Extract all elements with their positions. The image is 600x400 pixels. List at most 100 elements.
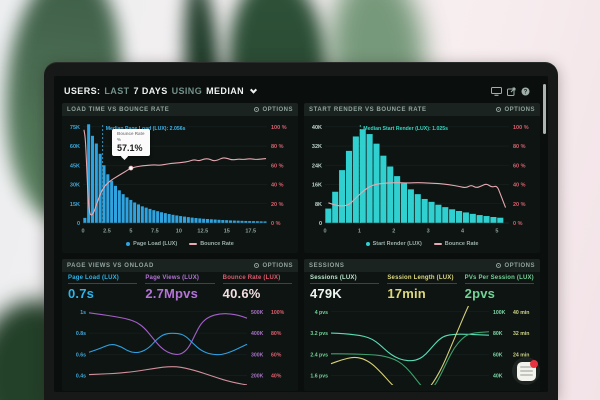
load-time-histogram: 75K 100 %60K 80 %45K 60 %30K 40 %15K 20 %0 0 %… — [70, 124, 287, 235]
svg-text:2.5: 2.5 — [103, 229, 111, 235]
messenger-widget[interactable] — [512, 357, 540, 385]
chart-load-time[interactable]: 75K 100 % 60K 80 % 45K 60 % 30K 40 % 15K 20 % 0 0 %… — [62, 116, 298, 239]
panel-header: START RENDER VS BOUNCE RATE OPTIONS — [304, 103, 540, 116]
panel-header: SESSIONS OPTIONS — [304, 259, 540, 272]
legend-item[interactable]: Start Render (LUX) — [365, 241, 422, 247]
svg-text:60K: 60K — [70, 144, 80, 150]
metric-label: Page Load (LUX) — [68, 275, 120, 281]
svg-text:3.2 pvs: 3.2 pvs — [310, 331, 328, 337]
metric-underline — [464, 283, 534, 284]
panel-page-views-vs-onload: PAGE VIEWS VS ONLOAD OPTIONS Page Load (… — [62, 259, 298, 391]
svg-text:20 %: 20 % — [513, 202, 526, 208]
metric-value: 17min — [387, 286, 426, 301]
svg-text:16K: 16K — [312, 183, 322, 189]
options-label: OPTIONS — [504, 106, 535, 113]
metric-label: Session Length (LUX) — [387, 275, 454, 281]
dashboard-title[interactable]: USERS: LAST 7 DAYS USING MEDIAN — [64, 86, 258, 96]
tooltip-title: Bounce Rate — [117, 131, 145, 136]
options-label: OPTIONS — [504, 262, 535, 269]
notification-badge — [529, 359, 538, 368]
legend-item[interactable]: Page Load (LUX) — [126, 241, 177, 247]
chevron-down-icon[interactable] — [249, 86, 258, 94]
svg-text:200K: 200K — [251, 374, 264, 380]
metric-sessions[interactable]: Sessions (LUX) 479K — [310, 275, 380, 301]
svg-text:60%: 60% — [271, 352, 282, 358]
svg-text:0: 0 — [81, 229, 84, 235]
panel-title: LOAD TIME VS BOUNCE RATE — [67, 106, 170, 113]
svg-text:24K: 24K — [312, 163, 322, 169]
metric-page-load[interactable]: Page Load (LUX) 0.7s — [68, 275, 138, 301]
svg-text:24 min: 24 min — [513, 352, 529, 358]
svg-text:20 %: 20 % — [271, 202, 284, 208]
sessions-line-chart: 4 pvs 100K 40 min 3.2 pvs 80K 32 min 2.4 pvs 60… — [310, 306, 529, 385]
svg-text:80 %: 80 % — [513, 144, 526, 150]
svg-text:4: 4 — [461, 229, 465, 235]
svg-text:3: 3 — [427, 229, 430, 235]
metric-page-views[interactable]: Page Views (LUX) 2.7Mpvs — [145, 275, 215, 301]
svg-text:0: 0 — [319, 221, 322, 227]
legend-item[interactable]: Bounce Rate — [189, 241, 234, 247]
bounce-rate-tooltip: Bounce Rate % 57.1% — [112, 129, 150, 157]
chart-page-views-onload[interactable]: 1s 500K 100% 0.8s 400K 80% 0.6s 300K 60% 0.4s 200K… — [62, 302, 298, 391]
svg-text:40 min: 40 min — [513, 310, 529, 316]
metric-value: 2.7Mpvs — [145, 286, 199, 301]
svg-text:5: 5 — [129, 229, 132, 235]
svg-text:40K: 40K — [493, 374, 503, 380]
laptop-bezel: USERS: LAST 7 DAYS USING MEDIAN ? — [44, 62, 558, 400]
svg-text:4 pvs: 4 pvs — [315, 310, 328, 316]
metric-bounce-rate[interactable]: Bounce Rate (LUX) 40.6% — [222, 275, 292, 301]
metric-session-length[interactable]: Session Length (LUX) 17min — [387, 275, 457, 301]
panel-header: PAGE VIEWS VS ONLOAD OPTIONS — [62, 259, 298, 272]
svg-text:100 %: 100 % — [271, 125, 287, 131]
svg-text:Median Start Render (LUX): 1.0: Median Start Render (LUX): 1.025s — [363, 126, 448, 132]
options-button[interactable]: OPTIONS — [496, 263, 535, 269]
svg-text:100K: 100K — [493, 310, 506, 316]
chart-sessions[interactable]: 4 pvs 100K 40 min 3.2 pvs 80K 32 min 2.4 pvs 60… — [304, 302, 540, 391]
metric-underline — [310, 283, 380, 284]
chart-legend: Start Render (LUX) Bounce Rate — [304, 239, 540, 248]
options-button[interactable]: OPTIONS — [496, 107, 535, 113]
gear-icon — [254, 263, 260, 268]
panel-title: SESSIONS — [309, 262, 345, 269]
metric-label: Page Views (LUX) — [145, 275, 200, 281]
svg-text:100 %: 100 % — [513, 125, 529, 131]
svg-text:15K: 15K — [70, 202, 80, 208]
tooltip-unit: % — [117, 136, 122, 142]
metric-underline — [222, 283, 292, 284]
svg-text:5: 5 — [495, 229, 498, 235]
display-icon[interactable] — [491, 86, 502, 96]
chart-start-render[interactable]: 40K 100 % 32K 80 % 24K 60 % 16K 40 % 8K 20 % 0 0 % 0… — [304, 116, 540, 239]
panel-grid: LOAD TIME VS BOUNCE RATE OPTIONS 75K 100 … — [62, 103, 540, 391]
svg-text:40%: 40% — [271, 374, 282, 380]
title-users: USERS: — [64, 86, 101, 96]
scrollbar[interactable] — [543, 84, 546, 134]
svg-text:8K: 8K — [315, 202, 322, 208]
options-button[interactable]: OPTIONS — [254, 263, 293, 269]
svg-text:1s: 1s — [80, 310, 86, 316]
svg-text:0: 0 — [77, 221, 80, 227]
help-icon[interactable]: ? — [521, 87, 530, 96]
metric-value: 2pvs — [464, 286, 496, 301]
title-using: USING — [171, 86, 203, 96]
legend-item[interactable]: Bounce Rate — [433, 241, 478, 247]
panel-title: PAGE VIEWS VS ONLOAD — [67, 262, 154, 269]
metric-label: Sessions (LUX) — [310, 275, 357, 281]
svg-text:12.5: 12.5 — [197, 229, 208, 235]
options-label: OPTIONS — [262, 262, 293, 269]
metric-pvs-per-session[interactable]: PVs Per Session (LUX) 2pvs — [464, 275, 534, 301]
svg-text:60 %: 60 % — [513, 163, 526, 169]
svg-text:80K: 80K — [493, 331, 503, 337]
svg-text:2.4 pvs: 2.4 pvs — [310, 352, 328, 358]
svg-text:0.4s: 0.4s — [76, 374, 86, 380]
svg-text:32K: 32K — [312, 144, 322, 150]
svg-text:500K: 500K — [251, 310, 264, 316]
dashboard-header: USERS: LAST 7 DAYS USING MEDIAN ? — [64, 82, 538, 100]
options-button[interactable]: OPTIONS — [254, 107, 293, 113]
svg-text:0 %: 0 % — [271, 221, 281, 227]
metric-underline — [387, 283, 457, 284]
metrics-row: Sessions (LUX) 479K Session Length (LUX)… — [304, 272, 540, 302]
svg-text:400K: 400K — [251, 331, 264, 337]
export-icon[interactable] — [507, 87, 516, 96]
svg-text:45K: 45K — [70, 163, 80, 169]
panel-load-time-vs-bounce-rate: LOAD TIME VS BOUNCE RATE OPTIONS 75K 100 … — [62, 103, 298, 253]
